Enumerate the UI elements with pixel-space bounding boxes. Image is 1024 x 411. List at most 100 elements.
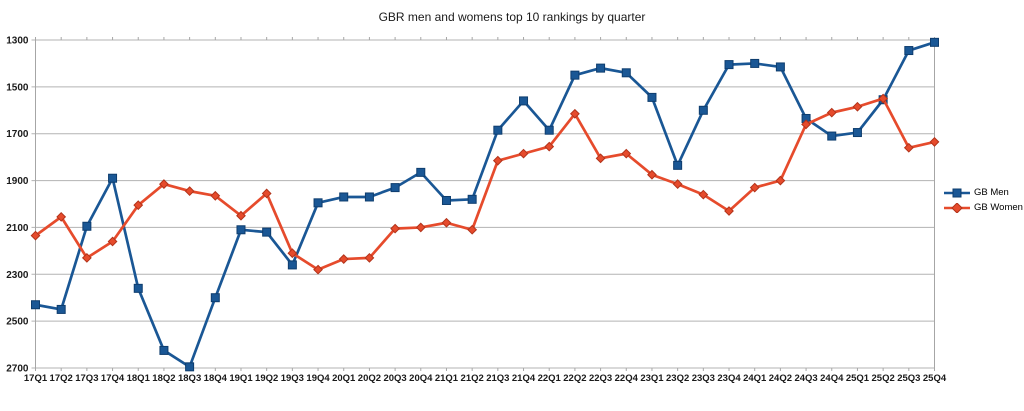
data-point-marker (31, 300, 40, 310)
y-tick-label: 1300 (6, 36, 29, 47)
data-point-marker (390, 183, 400, 193)
data-point-marker (467, 224, 478, 235)
data-point-marker (338, 254, 349, 264)
x-tick-label: 17Q2 (50, 373, 73, 384)
gb-men-line-marker-icon (944, 188, 970, 197)
data-point-marker (262, 227, 272, 237)
x-tick-label: 23Q2 (666, 373, 689, 384)
data-point-marker (929, 137, 940, 147)
data-point-marker (107, 236, 118, 247)
x-tick-label: 20Q3 (383, 373, 406, 384)
data-point-marker (544, 125, 554, 135)
y-tick-label: 2500 (6, 317, 29, 328)
data-point-marker (775, 62, 785, 72)
data-point-marker (339, 192, 349, 202)
legend-label-gb-women: GB Women (974, 202, 1023, 213)
data-point-marker (364, 192, 374, 202)
data-point-marker (287, 260, 297, 270)
data-point-marker (415, 222, 426, 233)
data-point-marker (467, 194, 477, 204)
x-tick-label: 19Q2 (255, 373, 278, 384)
data-point-marker (801, 119, 811, 130)
data-point-marker (81, 252, 92, 263)
legend-label-gb-men: GB Men (974, 187, 1009, 198)
x-tick-label: 25Q4 (923, 373, 947, 384)
data-point-marker (133, 200, 144, 211)
y-tick-label: 1700 (6, 129, 29, 140)
data-point-marker (133, 283, 143, 293)
x-tick-label: 22Q2 (563, 373, 586, 384)
x-tick-label: 18Q2 (152, 373, 175, 384)
data-point-marker (185, 362, 195, 372)
data-point-marker (261, 188, 272, 199)
x-tick-label: 20Q1 (332, 373, 356, 384)
x-tick-label: 17Q1 (24, 373, 48, 384)
x-tick-label: 23Q1 (640, 373, 664, 384)
legend-item-gb-women: GB Women (944, 201, 1023, 214)
y-tick-label: 2700 (6, 364, 29, 375)
data-point-marker (852, 101, 863, 112)
gridlines: 1300 1500 1700 1900 2100 2300 2500 2700 (6, 36, 935, 375)
data-point-marker (698, 105, 708, 115)
data-point-marker (775, 175, 786, 186)
data-point-marker (493, 125, 503, 135)
data-point-marker (750, 58, 760, 68)
data-point-marker (313, 198, 323, 208)
data-point-marker (236, 225, 246, 235)
x-tick-label: 17Q4 (101, 373, 125, 384)
data-point-marker (724, 206, 734, 216)
data-point-marker (749, 182, 760, 193)
data-point-marker (673, 160, 683, 170)
data-point-marker (30, 230, 41, 241)
data-point-marker (416, 167, 426, 177)
data-point-marker (621, 148, 632, 159)
data-point-marker (56, 304, 66, 314)
data-point-marker (852, 128, 862, 138)
x-tick-label: 24Q1 (743, 373, 767, 384)
x-tick-label: 24Q2 (769, 373, 792, 384)
data-point-marker (313, 264, 323, 275)
data-point-marker (544, 141, 555, 152)
x-tick-label: 20Q4 (409, 373, 433, 384)
x-tick-label: 22Q1 (538, 373, 562, 384)
series-gb-women (30, 93, 940, 275)
x-tick-label: 25Q3 (897, 373, 920, 384)
data-point-marker (596, 63, 606, 73)
data-point-marker (159, 345, 169, 355)
x-tick-label: 23Q4 (717, 373, 741, 384)
data-point-marker (724, 60, 734, 70)
x-tick-label: 21Q3 (486, 373, 509, 384)
x-tick-label: 17Q3 (75, 373, 98, 384)
data-point-marker (903, 142, 914, 153)
data-point-marker (159, 179, 169, 189)
x-tick-label: 23Q3 (692, 373, 715, 384)
data-point-marker (904, 46, 914, 56)
y-tick-label: 1900 (6, 176, 29, 187)
data-point-marker (647, 92, 657, 102)
data-point-marker (364, 252, 375, 263)
data-point-marker (672, 179, 683, 189)
data-point-marker (82, 221, 92, 231)
y-tick-label: 2100 (6, 223, 29, 234)
data-point-marker (519, 96, 529, 106)
data-point-marker (210, 293, 220, 303)
x-tick-label: 19Q3 (281, 373, 304, 384)
legend-item-gb-men: GB Men (944, 186, 1023, 199)
data-point-marker (390, 223, 401, 234)
data-point-marker (698, 189, 709, 200)
data-point-marker (441, 217, 452, 228)
data-point-marker (56, 211, 67, 222)
chart-title: GBR men and womens top 10 rankings by qu… (378, 10, 646, 24)
x-tick-label: 19Q1 (229, 373, 253, 384)
data-point-marker (826, 107, 837, 118)
data-point-marker (621, 68, 631, 78)
y-tick-label: 2300 (6, 270, 29, 281)
x-tick-label: 25Q2 (872, 373, 895, 384)
data-point-marker (518, 148, 529, 159)
legend: GB Men GB Women (944, 186, 1023, 214)
data-point-marker (827, 131, 837, 141)
data-point-marker (236, 210, 246, 221)
x-tick-label: 21Q4 (512, 373, 536, 384)
